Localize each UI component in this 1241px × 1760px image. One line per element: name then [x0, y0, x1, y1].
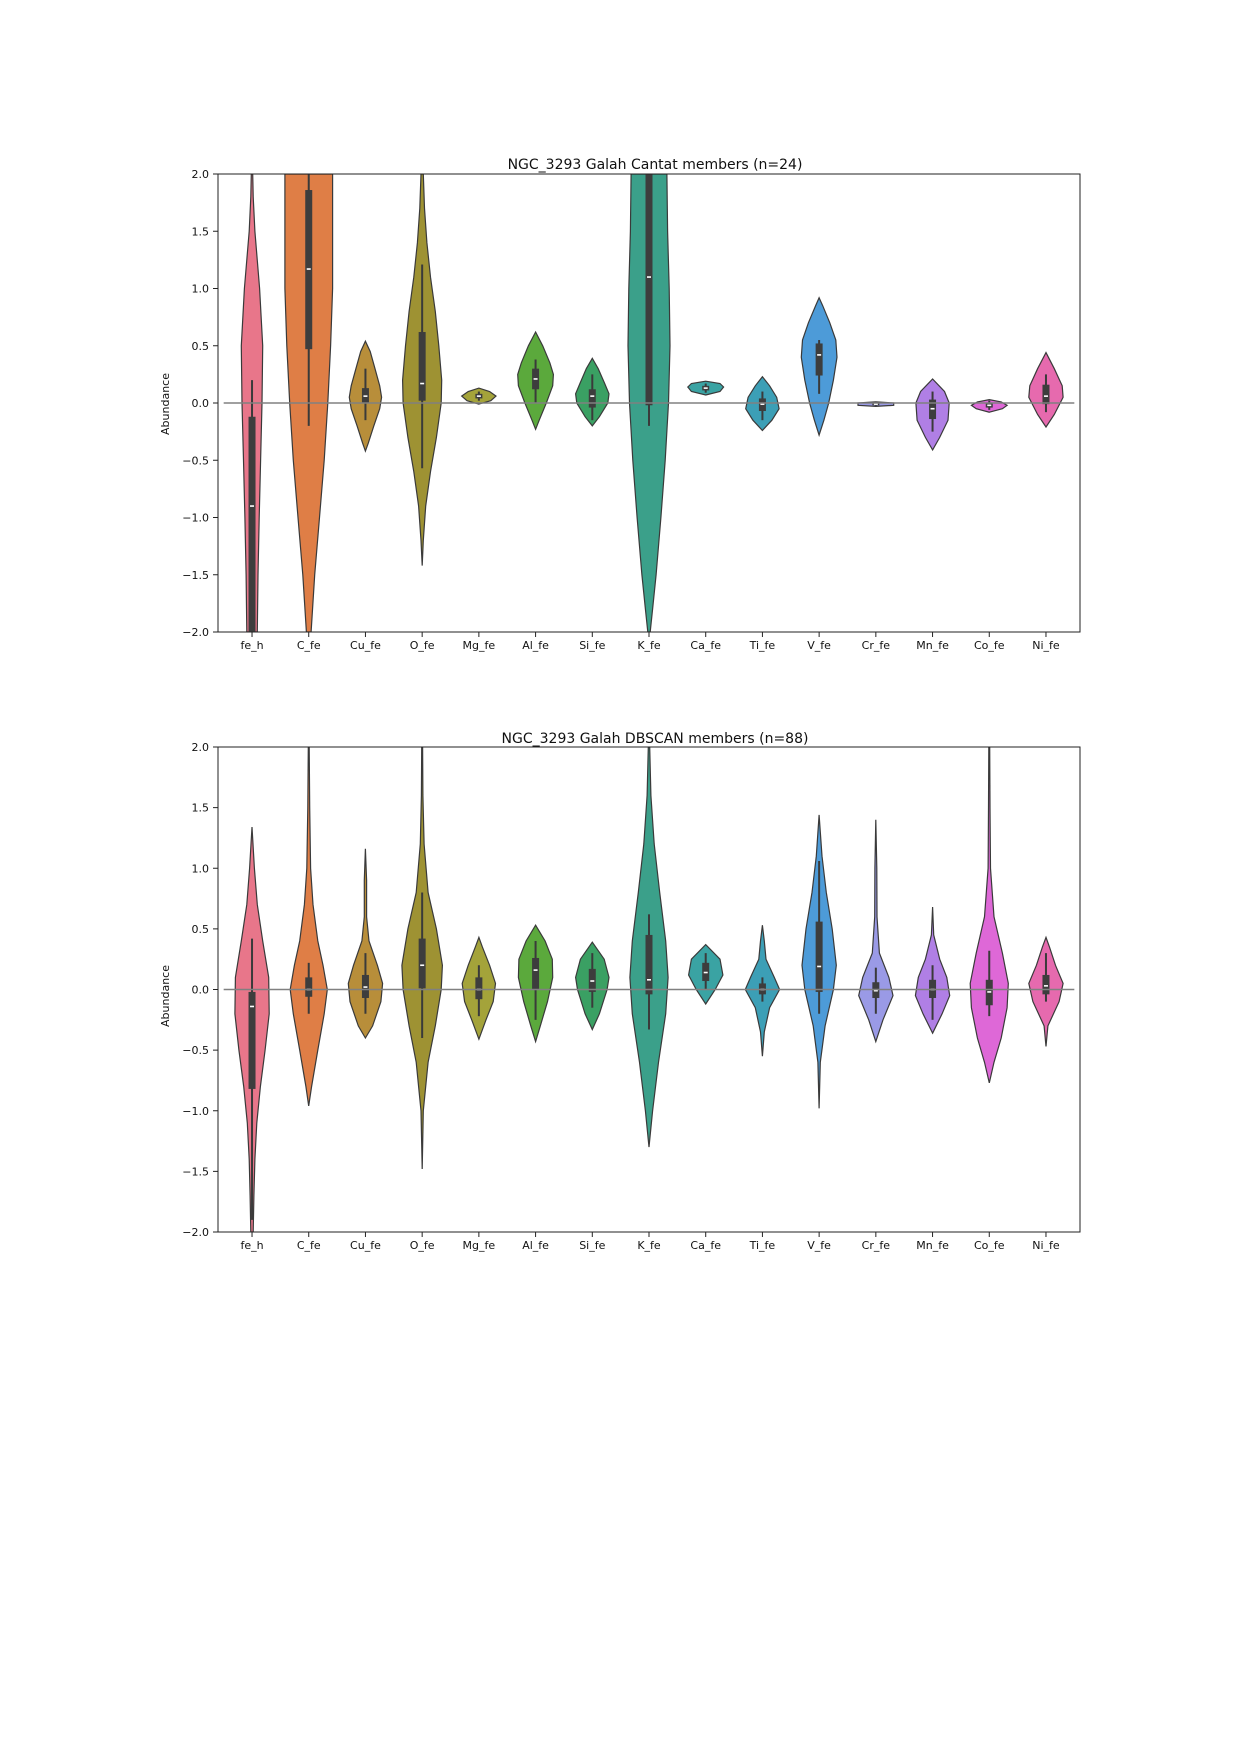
y-tick-label: 0.5 [192, 340, 210, 353]
y-tick-label: −1.0 [182, 1105, 209, 1118]
iqr-box [815, 343, 823, 376]
y-tick-label: 0.0 [192, 984, 210, 997]
chart-title: NGC_3293 Galah Cantat members (n=24) [508, 157, 803, 173]
x-tick-label: Cr_fe [862, 639, 891, 652]
y-ticks: 2.0 1.5 1.0 0.5 0.0 −0.5 −1.0 −1.5 −2.0 [182, 168, 218, 639]
x-tick-label: fe_h [240, 639, 263, 652]
x-tick-label: Al_fe [522, 1239, 549, 1252]
y-tick-label: −2.0 [182, 626, 209, 639]
y-tick-label: −1.5 [182, 569, 209, 582]
x-ticks: fe_h C_fe Cu_fe O_fe Mg_fe Al_fe Si_fe K_fe Ca_f… [240, 1232, 1060, 1252]
y-tick-label: 0.0 [192, 397, 210, 410]
y-tick-label: 1.0 [192, 862, 210, 875]
iqr-box [248, 416, 256, 632]
x-tick-label: Ca_fe [690, 1239, 721, 1252]
x-tick-label: Ti_fe [749, 1239, 776, 1252]
iqr-box [248, 991, 256, 1089]
x-tick-label: Mn_fe [916, 639, 949, 652]
x-tick-label: C_fe [297, 1239, 321, 1252]
iqr-box [1042, 384, 1050, 405]
x-tick-label: Mg_fe [463, 639, 496, 652]
y-tick-label: 1.0 [192, 283, 210, 296]
y-ticks: 2.0 1.5 1.0 0.5 0.0 −0.5 −1.0 −1.5 −2.0 [182, 741, 218, 1239]
x-tick-label: Ca_fe [690, 639, 721, 652]
x-tick-label: Mg_fe [463, 1239, 496, 1252]
plot-area-frame [217, 746, 1081, 1233]
x-tick-label: V_fe [807, 639, 831, 652]
x-tick-label: Si_fe [579, 639, 605, 652]
violin-c-fe [289, 747, 328, 1106]
iqr-box [475, 977, 483, 1000]
y-tick-label: −0.5 [182, 1044, 209, 1057]
x-tick-label: Si_fe [579, 1239, 605, 1252]
y-tick-label: −2.0 [182, 1226, 209, 1239]
x-tick-label: K_fe [637, 639, 661, 652]
x-tick-label: Cu_fe [350, 639, 381, 652]
plot-area-frame [217, 173, 1081, 633]
x-tick-label: Mn_fe [916, 1239, 949, 1252]
x-ticks: fe_h C_fe Cu_fe O_fe Mg_fe Al_fe Si_fe K_fe Ca_f… [240, 632, 1060, 652]
y-tick-label: 1.5 [192, 802, 210, 815]
chart-dbscan-members: NGC_3293 Galah DBSCAN members (n=88) Abu… [159, 731, 1081, 1252]
x-tick-label: Co_fe [974, 1239, 1005, 1252]
x-tick-label: Co_fe [974, 639, 1005, 652]
violin-co-fe [969, 747, 1009, 1084]
chart-title: NGC_3293 Galah DBSCAN members (n=88) [502, 731, 809, 747]
iqr-box [305, 977, 313, 997]
y-tick-label: −1.5 [182, 1165, 209, 1178]
y-tick-label: −1.0 [182, 512, 209, 525]
x-tick-label: Ti_fe [749, 639, 776, 652]
x-tick-label: Ni_fe [1032, 639, 1060, 652]
x-tick-label: fe_h [240, 1239, 263, 1252]
y-tick-label: 0.5 [192, 923, 210, 936]
x-tick-label: Al_fe [522, 639, 549, 652]
y-axis-label: Abundance [159, 965, 172, 1027]
y-tick-label: 1.5 [192, 225, 210, 238]
x-tick-label: K_fe [637, 1239, 661, 1252]
iqr-box [645, 934, 653, 995]
x-tick-label: Ni_fe [1032, 1239, 1060, 1252]
x-tick-label: Cu_fe [350, 1239, 381, 1252]
iqr-box [588, 389, 596, 408]
iqr-box [1042, 974, 1050, 995]
y-tick-label: −0.5 [182, 454, 209, 467]
x-tick-label: Cr_fe [862, 1239, 891, 1252]
x-tick-label: V_fe [807, 1239, 831, 1252]
iqr-box [418, 938, 426, 989]
iqr-box [418, 332, 426, 401]
x-tick-label: O_fe [410, 639, 435, 652]
y-tick-label: 2.0 [192, 168, 210, 181]
violins [234, 747, 1064, 1232]
iqr-box [815, 921, 823, 992]
iqr-box [645, 174, 653, 406]
y-axis-label: Abundance [159, 373, 172, 435]
x-tick-label: C_fe [297, 639, 321, 652]
chart-cantat-members: NGC_3293 Galah Cantat members (n=24) Abu… [159, 157, 1081, 652]
iqr-box [532, 957, 540, 990]
x-tick-label: O_fe [410, 1239, 435, 1252]
y-tick-label: 2.0 [192, 741, 210, 754]
